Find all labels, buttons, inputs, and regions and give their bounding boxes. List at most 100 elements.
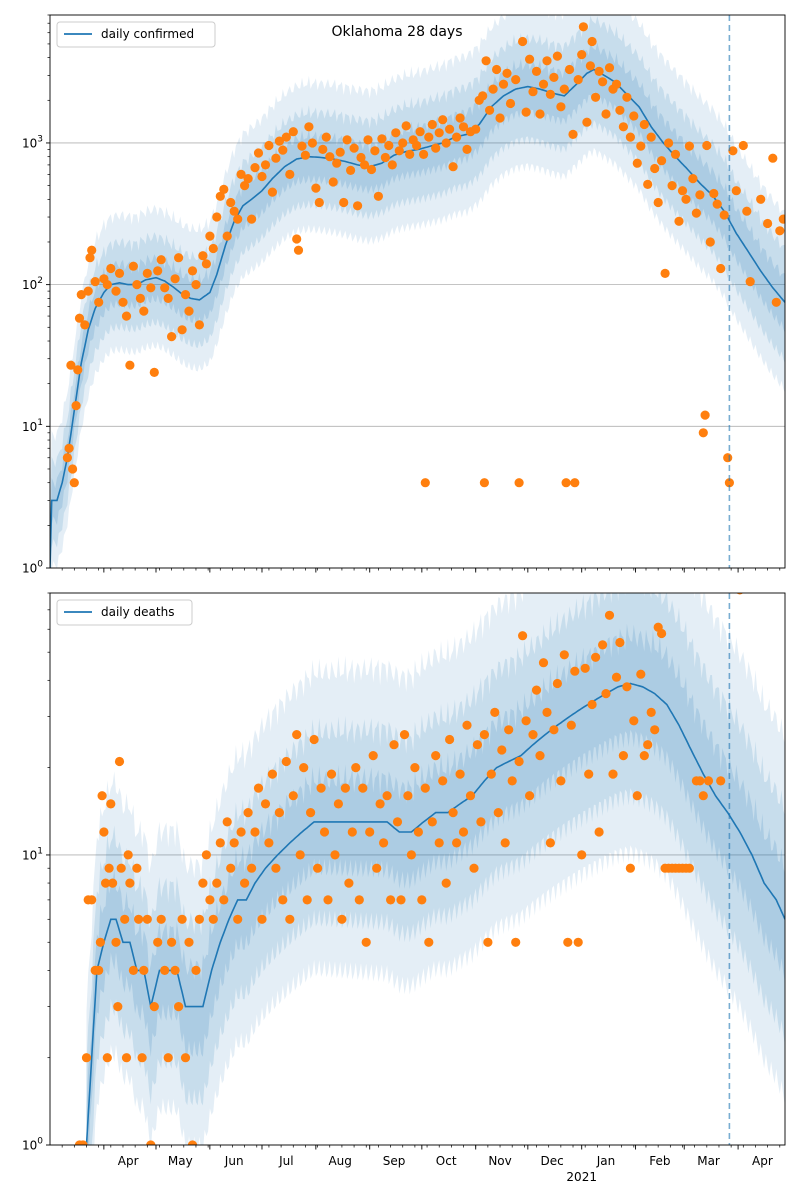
data-point — [431, 751, 441, 761]
data-point — [604, 610, 615, 620]
data-point — [208, 914, 218, 924]
data-point — [493, 808, 503, 818]
data-point — [688, 174, 698, 184]
data-point — [281, 132, 291, 142]
data-point — [598, 77, 608, 87]
data-point — [321, 132, 331, 142]
data-point — [531, 66, 542, 76]
data-point — [643, 740, 653, 750]
y-tick-exp: 3 — [37, 134, 43, 144]
data-point — [458, 122, 469, 132]
data-point — [594, 827, 604, 837]
data-point — [198, 878, 208, 888]
data-point — [391, 128, 401, 138]
data-point — [304, 122, 314, 132]
data-point — [288, 127, 298, 137]
legend-label: daily deaths — [101, 605, 174, 619]
data-point — [481, 56, 491, 66]
data-point — [170, 274, 180, 284]
data-point — [650, 725, 660, 735]
data-point — [372, 863, 382, 873]
data-point — [97, 791, 107, 801]
data-point — [618, 751, 629, 761]
data-point — [90, 277, 100, 287]
uncertainty-band-0 — [50, 15, 785, 568]
model-line — [85, 682, 785, 1145]
data-point — [229, 206, 239, 216]
y-tick-label: 103 — [22, 134, 43, 150]
data-point — [629, 716, 639, 726]
data-point — [240, 878, 250, 888]
plot-area — [74, 593, 785, 1145]
chart-title: Oklahoma 28 days — [331, 24, 462, 40]
uncertainty-band-0 — [86, 593, 785, 1145]
data-point — [552, 678, 563, 689]
data-point — [716, 263, 726, 274]
y-tick-label: 102 — [22, 276, 43, 292]
data-point — [771, 297, 781, 307]
y-tick-base: 10 — [22, 420, 37, 434]
data-point — [625, 132, 636, 142]
data-point — [201, 259, 211, 269]
data-point — [691, 208, 702, 218]
data-point — [556, 776, 566, 786]
data-point — [441, 138, 451, 148]
data-point — [611, 672, 622, 682]
data-point — [222, 817, 232, 827]
data-point — [511, 937, 521, 947]
data-point — [698, 428, 708, 438]
y-tick-base: 10 — [22, 848, 37, 862]
data-point — [233, 914, 243, 924]
data-point — [434, 838, 444, 848]
data-point — [349, 143, 359, 153]
data-point — [156, 914, 166, 924]
data-point — [518, 36, 528, 47]
data-point — [514, 478, 524, 488]
data-point — [80, 320, 90, 330]
data-point — [549, 725, 559, 735]
data-point — [535, 109, 545, 119]
data-point — [62, 453, 72, 463]
data-point — [695, 190, 705, 200]
data-point — [146, 1140, 156, 1145]
data-point — [570, 478, 580, 488]
data-point — [137, 1053, 147, 1063]
legend: daily confirmed — [56, 21, 216, 48]
data-point — [81, 1053, 92, 1063]
data-point — [570, 666, 580, 676]
legend-box — [56, 21, 216, 48]
data-point — [68, 464, 78, 474]
data-point — [288, 791, 298, 801]
data-point — [299, 763, 309, 773]
data-point — [505, 98, 516, 109]
data-point — [292, 730, 302, 740]
data-point — [101, 878, 111, 888]
data-point — [695, 776, 705, 786]
y-tick-exp: 2 — [37, 276, 43, 286]
data-point — [452, 838, 462, 848]
data-point — [167, 332, 177, 342]
data-point — [598, 640, 608, 650]
data-point — [260, 799, 271, 809]
data-point — [106, 263, 116, 274]
data-point — [187, 1140, 198, 1145]
x-tick-label: Feb — [649, 1154, 670, 1168]
data-point — [405, 149, 415, 159]
data-point — [215, 191, 225, 201]
x-tick-label: Nov — [488, 1154, 511, 1168]
data-point — [601, 109, 611, 119]
data-point — [111, 937, 121, 947]
data-point — [328, 177, 338, 187]
data-point — [585, 61, 596, 71]
data-point — [387, 160, 397, 170]
data-point — [615, 637, 625, 648]
data-point — [257, 914, 267, 924]
data-point — [94, 965, 104, 976]
data-point — [121, 311, 132, 321]
data-point — [643, 179, 653, 189]
x-tick-label: Oct — [436, 1154, 457, 1168]
data-point — [226, 197, 236, 208]
data-point — [361, 937, 371, 947]
data-point — [365, 827, 375, 837]
